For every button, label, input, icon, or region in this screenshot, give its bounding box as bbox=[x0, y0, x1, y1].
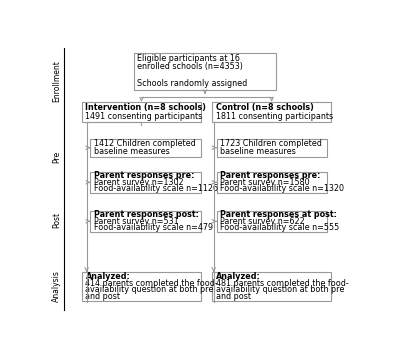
Text: availability question at both pre: availability question at both pre bbox=[216, 285, 344, 294]
FancyBboxPatch shape bbox=[90, 211, 200, 232]
FancyBboxPatch shape bbox=[134, 53, 276, 90]
Text: Parent responses pre:: Parent responses pre: bbox=[94, 171, 194, 181]
Text: Analyzed:: Analyzed: bbox=[216, 272, 260, 281]
Text: Analyzed:: Analyzed: bbox=[86, 272, 130, 281]
FancyBboxPatch shape bbox=[217, 211, 327, 232]
Text: Food-availability scale n=1320: Food-availability scale n=1320 bbox=[220, 184, 344, 193]
FancyBboxPatch shape bbox=[217, 172, 327, 193]
Text: Intervention (n=8 schools): Intervention (n=8 schools) bbox=[86, 103, 206, 112]
Text: baseline measures: baseline measures bbox=[94, 147, 170, 156]
Text: Post: Post bbox=[52, 212, 61, 228]
Text: Parent survey n=531: Parent survey n=531 bbox=[94, 217, 179, 226]
Text: 414 parents completed the food-: 414 parents completed the food- bbox=[86, 279, 218, 287]
Text: Food-availability scale n=1126: Food-availability scale n=1126 bbox=[94, 184, 218, 193]
Text: Eligible participants at 16: Eligible participants at 16 bbox=[138, 54, 240, 63]
Text: Analysis: Analysis bbox=[52, 270, 61, 302]
Text: 1412 Children completed: 1412 Children completed bbox=[94, 139, 196, 148]
FancyBboxPatch shape bbox=[90, 139, 200, 156]
Text: 1723 Children completed: 1723 Children completed bbox=[220, 139, 322, 148]
Text: 1811 consenting participants: 1811 consenting participants bbox=[216, 112, 333, 121]
Text: Pre: Pre bbox=[52, 151, 61, 163]
Text: and post: and post bbox=[86, 292, 120, 301]
FancyBboxPatch shape bbox=[212, 272, 331, 301]
FancyBboxPatch shape bbox=[82, 102, 201, 122]
Text: Parent responses at post:: Parent responses at post: bbox=[220, 210, 337, 219]
Text: 1491 consenting participants: 1491 consenting participants bbox=[86, 112, 203, 121]
Text: Food-availability scale n=479: Food-availability scale n=479 bbox=[94, 223, 213, 232]
Text: enrolled schools (n=4353): enrolled schools (n=4353) bbox=[138, 62, 243, 71]
FancyBboxPatch shape bbox=[82, 272, 201, 301]
FancyBboxPatch shape bbox=[217, 139, 327, 156]
Text: Schools randomly assigned: Schools randomly assigned bbox=[138, 79, 248, 88]
Text: Enrollment: Enrollment bbox=[52, 60, 61, 102]
Text: Parent survey n=1580: Parent survey n=1580 bbox=[220, 178, 310, 187]
Text: and post: and post bbox=[216, 292, 251, 301]
Text: availability question at both pre: availability question at both pre bbox=[86, 285, 214, 294]
FancyBboxPatch shape bbox=[212, 102, 331, 122]
Text: Parent survey n=1302: Parent survey n=1302 bbox=[94, 178, 184, 187]
Text: Parent responses post:: Parent responses post: bbox=[94, 210, 199, 219]
Text: 481 parents completed the food-: 481 parents completed the food- bbox=[216, 279, 348, 287]
Text: baseline measures: baseline measures bbox=[220, 147, 296, 156]
Text: Control (n=8 schools): Control (n=8 schools) bbox=[216, 103, 314, 112]
Text: Food-availability scale n=555: Food-availability scale n=555 bbox=[220, 223, 340, 232]
FancyBboxPatch shape bbox=[90, 172, 200, 193]
Text: Parent survey n=622: Parent survey n=622 bbox=[220, 217, 305, 226]
Text: Parent responses pre:: Parent responses pre: bbox=[220, 171, 321, 181]
